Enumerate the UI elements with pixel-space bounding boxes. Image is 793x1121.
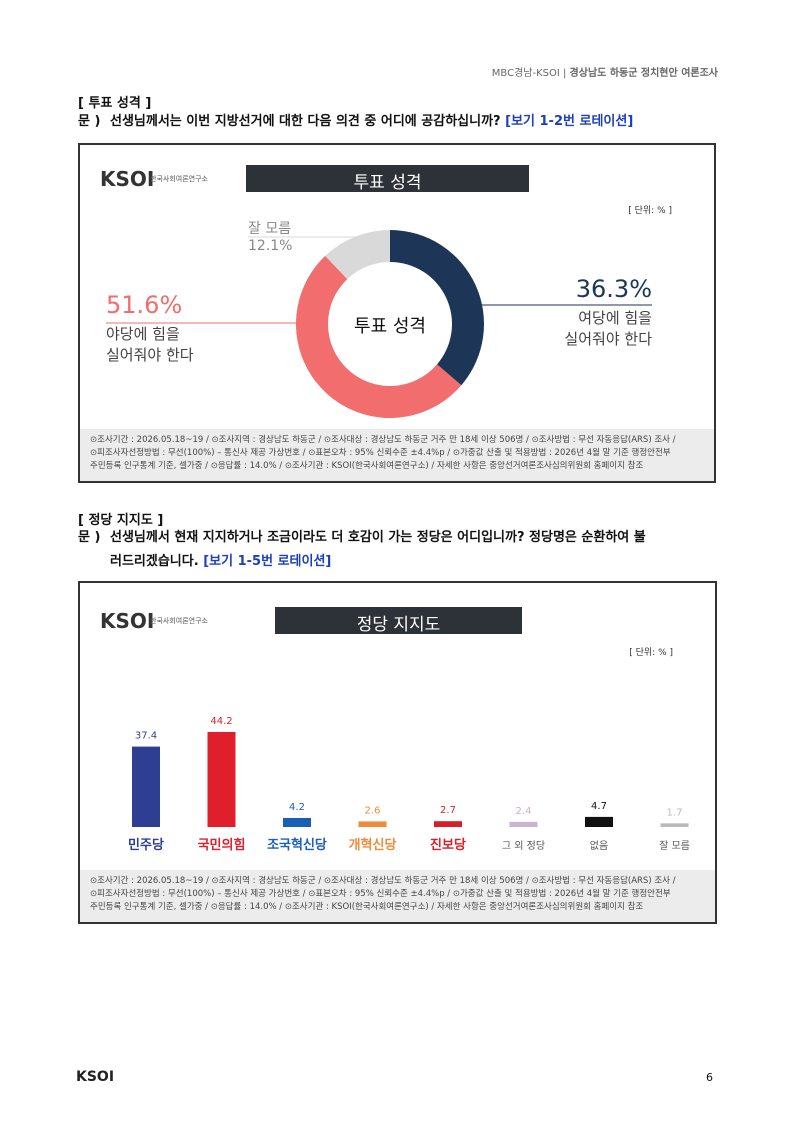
footer-logo: KSOI [76, 1069, 115, 1085]
question-text: 선생님께서 현재 지지하거나 조금이라도 더 호감이 가는 정당은 어디입니까?… [110, 526, 648, 574]
category-label: 진보당 [430, 837, 466, 853]
category-label: 그 외 정당 [502, 840, 545, 852]
value-label: 51.6% [106, 291, 183, 319]
donut-segment [325, 230, 390, 280]
value-label: 2.7 [440, 805, 456, 816]
header-source: MBC경남-KSOI [491, 68, 560, 79]
logo: KSOI [100, 167, 155, 191]
category-label: 국민의힘 [198, 837, 246, 853]
value-label: 44.2 [210, 716, 232, 727]
footnote-line: ⊙조사기간 : 2026.05.18~19 / ⊙조사지역 : 경상남도 하동군… [90, 876, 676, 886]
donut-segment [295, 255, 462, 419]
chart: 37.4 민주당 44.2 국민의힘 4.2 조국혁신당 2.6 개혁신당 2.7 진보당 2.4 그… [80, 607, 715, 922]
value-label: 36.3% [575, 275, 652, 303]
category-label: 조국혁신당 [267, 837, 327, 853]
unit: [ 단위: % ] [628, 206, 672, 216]
category-label: 여당에 힘을 실어줘야 한다 [564, 309, 652, 348]
question-note: [보기 1-2번 로테이션] [505, 114, 634, 129]
logo-sub: 한국사회여론연구소 [150, 175, 208, 183]
value-label: 1.7 [667, 807, 683, 818]
header-title: 경상남도 하동군 정치현안 여론조사 [569, 68, 718, 79]
chart-title: 정당 지지도 [356, 615, 441, 635]
bar [283, 817, 311, 827]
value-label: 12.1% [248, 238, 293, 254]
center-label: 투표 성격 [354, 316, 426, 337]
question-prefix: 문 ) [78, 114, 101, 129]
question-prefix: 문 ) [78, 530, 101, 545]
page-number: 6 [706, 1071, 713, 1084]
footnote-line: 주민등록 인구통계 기준, 셀가중 / ⊙응답률 : 14.0% / ⊙조사기관… [90, 461, 644, 471]
chart [80, 165, 714, 481]
question-text: 선생님께서는 이번 지방선거에 대한 다음 의견 중 어디에 공감하십니까? [… [110, 110, 633, 134]
section-heading: [ 투표 성격 ] [78, 96, 152, 111]
bar [509, 821, 538, 827]
footnote-line: ⊙조사기간 : 2026.05.18~19 / ⊙조사지역 : 경상남도 하동군… [90, 435, 676, 445]
question-note: [보기 1-5번 로테이션] [203, 554, 332, 569]
category-label: 없음 [590, 839, 608, 852]
value-label: 4.2 [289, 802, 305, 813]
value-label: 4.7 [591, 801, 607, 812]
chart-box: 37.4 민주당 44.2 국민의힘 4.2 조국혁신당 2.6 개혁신당 2.7 진보당 2.4 그… [78, 581, 717, 924]
question: 문 ) 선생님께서는 이번 지방선거에 대한 다음 의견 중 어디에 공감하십니까… [78, 110, 658, 134]
title-bar [246, 165, 529, 192]
logo-sub: 한국사회여론연구소 [150, 617, 208, 625]
header: MBC경남-KSOI | 경상남도 하동군 정치현안 여론조사 [491, 68, 718, 79]
section-heading: [ 정당 지지도 ] [78, 513, 164, 528]
value-label: 2.6 [365, 805, 381, 816]
bar [585, 816, 613, 827]
question-body: 선생님께서는 이번 지방선거에 대한 다음 의견 중 어디에 공감하십니까? [110, 114, 501, 129]
bar [132, 746, 160, 827]
footnote-bg [80, 429, 714, 481]
chart-title: 투표 성격 [353, 173, 422, 193]
value-label: 37.4 [135, 731, 157, 742]
logo: KSOI [100, 609, 155, 633]
category-label: 잘 모름 [248, 221, 292, 237]
footnote-line: ⊙피조사자선정방법 : 무선(100%) – 통신사 제공 가상번호 / ⊙표본… [90, 889, 671, 899]
bar [434, 821, 462, 827]
category-label: 개혁신당 [349, 837, 397, 853]
title-bar [275, 607, 522, 634]
footnote-line: ⊙피조사자선정방법 : 무선(100%) – 통신사 제공 가상번호 / ⊙표본… [90, 448, 671, 458]
donut-segment [390, 230, 484, 386]
value-label: 2.4 [516, 806, 532, 817]
chart-box: 투표 성격 KSOI 한국사회여론연구소 [ 단위: % ] ⊙조사기간 : 2026.… [78, 143, 716, 483]
unit: [ 단위: % ] [629, 648, 673, 658]
footnote-line: 주민등록 인구통계 기준, 셀가중 / ⊙응답률 : 14.0% / ⊙조사기관… [90, 902, 644, 912]
footnote-bg [80, 870, 715, 922]
category-label: 민주당 [128, 837, 164, 853]
question-body: 선생님께서 현재 지지하거나 조금이라도 더 호감이 가는 정당은 어디입니까?… [110, 530, 646, 569]
bar [660, 823, 689, 827]
category-label: 잘 모름 [659, 840, 690, 852]
question: 문 ) 선생님께서 현재 지지하거나 조금이라도 더 호감이 가는 정당은 어디입… [78, 526, 648, 574]
bar [207, 731, 236, 827]
bar [358, 821, 387, 827]
category-label: 야당에 힘을 실어줘야 한다 [106, 325, 194, 364]
